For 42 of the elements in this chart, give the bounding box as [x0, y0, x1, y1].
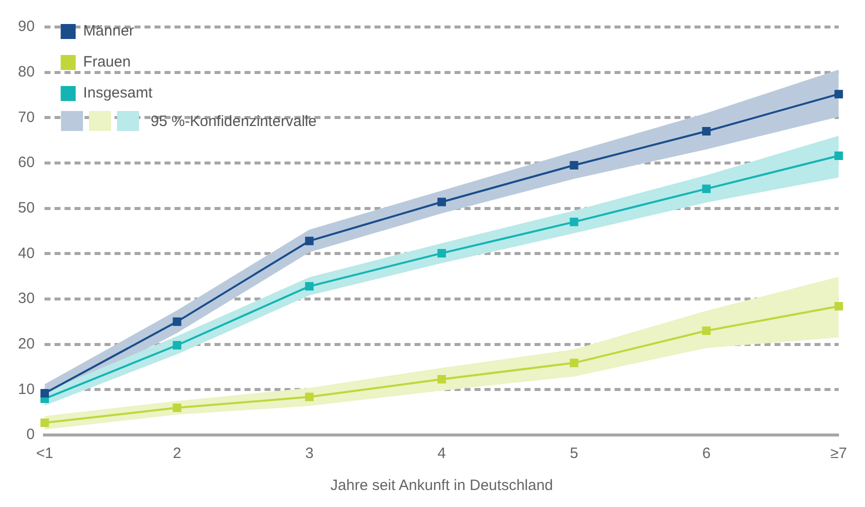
x-tick-label: 5 — [570, 445, 578, 462]
point — [172, 317, 182, 326]
point — [305, 282, 314, 291]
point — [437, 375, 446, 384]
x-tick-label: 2 — [172, 445, 182, 462]
point — [437, 198, 446, 206]
y-tick-label: 30 — [18, 290, 35, 308]
point — [172, 404, 182, 412]
legend-label: Insgesamt — [83, 84, 154, 102]
point — [570, 358, 578, 368]
point — [834, 152, 843, 160]
x-tick-label: 3 — [305, 445, 314, 462]
point — [834, 302, 843, 310]
legend-label: Männer — [83, 22, 134, 40]
point — [702, 127, 711, 136]
point — [40, 418, 49, 428]
y-tick-label: 60 — [18, 154, 35, 172]
point — [305, 236, 314, 246]
point — [570, 161, 578, 170]
y-tick-label: 70 — [18, 108, 35, 126]
x-tick-label: <1 — [36, 445, 54, 462]
point — [40, 389, 49, 398]
point — [305, 392, 314, 402]
y-tick-label: 20 — [18, 335, 35, 352]
point — [702, 184, 711, 194]
y-tick-label: 90 — [18, 18, 35, 36]
y-tick-label: 10 — [18, 380, 35, 398]
point — [834, 90, 843, 98]
x-tick-label: 4 — [438, 445, 446, 462]
y-tick-label: 40 — [18, 244, 35, 262]
point — [570, 218, 578, 226]
x-axis-title: Jahre seit Ankunft in Deutschland — [330, 477, 554, 494]
y-tick-label: 50 — [18, 199, 35, 216]
point — [172, 341, 182, 350]
x-tick-label: 6 — [702, 445, 711, 462]
annotation: 95 %-Konfidenzintervalle — [150, 112, 317, 130]
legend-label: Frauen — [83, 54, 131, 71]
x-tick-label: ≥7 — [830, 445, 847, 462]
y-tick-label: 80 — [18, 63, 35, 80]
y-tick-label: 0 — [26, 426, 35, 444]
point — [437, 248, 446, 258]
point — [702, 326, 711, 335]
